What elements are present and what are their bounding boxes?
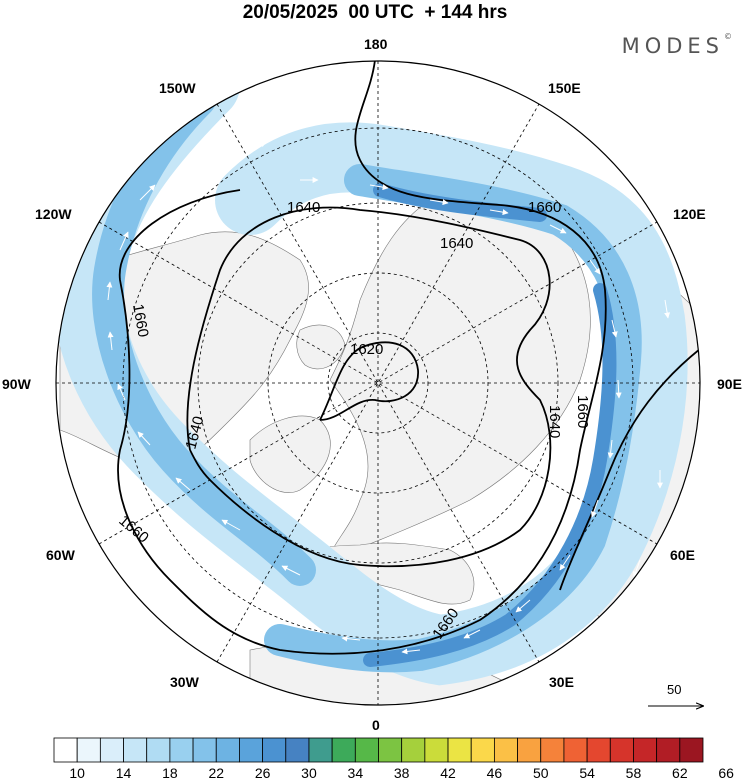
colorbar-swatch bbox=[123, 737, 148, 763]
contour-1660 bbox=[117, 61, 607, 655]
lon-label-150e: 150E bbox=[548, 80, 581, 96]
contour-label-1660-ne: 1660 bbox=[528, 199, 561, 216]
lon-label-right: 90E bbox=[717, 376, 742, 392]
colorbar-tick-label: 14 bbox=[116, 765, 132, 781]
colorbar-swatch bbox=[633, 737, 658, 763]
colorbar-tick-label: 54 bbox=[579, 765, 595, 781]
colorbar-swatch bbox=[239, 737, 264, 763]
lon-label-120w: 120W bbox=[35, 206, 72, 222]
lon-label-30e: 30E bbox=[549, 674, 574, 690]
colorbar-tick-label: 46 bbox=[487, 765, 503, 781]
map-boundary bbox=[55, 60, 701, 706]
colorbar-swatch bbox=[401, 737, 426, 763]
contour-1620 bbox=[319, 341, 419, 421]
colorbar-swatch bbox=[517, 737, 542, 763]
colorbar-swatch bbox=[192, 737, 217, 763]
copyright-mark: © bbox=[724, 32, 732, 41]
graticule bbox=[56, 61, 700, 705]
reference-vector-label: 50 bbox=[667, 682, 681, 697]
lon-label-left: 90W bbox=[2, 376, 31, 392]
colorbar-swatch bbox=[53, 737, 78, 763]
brand-text: MODES bbox=[621, 34, 724, 58]
colorbar-swatch bbox=[76, 737, 101, 763]
colorbar-swatch bbox=[540, 737, 565, 763]
contour-label-1640-east: 1640 bbox=[440, 235, 473, 252]
contour-label-1660-right: 1660 bbox=[574, 395, 591, 428]
wind-speed-shading bbox=[56, 61, 688, 686]
colorbar-swatch bbox=[146, 737, 171, 763]
colorbar-swatch bbox=[679, 737, 704, 763]
contour-label-1640-north: 1640 bbox=[287, 199, 320, 216]
lon-label-30w: 30W bbox=[170, 674, 199, 690]
jet-core bbox=[363, 183, 617, 667]
colorbar-swatch bbox=[447, 737, 472, 763]
colorbar-swatch bbox=[656, 737, 681, 763]
lon-label-120e: 120E bbox=[673, 206, 706, 222]
lon-label-top: 180 bbox=[364, 36, 388, 52]
contour-label-1640-right: 1640 bbox=[546, 405, 563, 438]
colorbar-swatch bbox=[215, 737, 240, 763]
colorbar-tick-label: 38 bbox=[394, 765, 410, 781]
colorbar-swatch bbox=[470, 737, 495, 763]
colorbar-tick-label: 34 bbox=[348, 765, 364, 781]
brand-logo: MODES© bbox=[621, 32, 732, 58]
contour-label-1620: 1620 bbox=[350, 341, 383, 358]
colorbar-tick-label: 66 bbox=[718, 765, 734, 781]
land-arctic-islands bbox=[296, 324, 346, 370]
lon-label-bottom: 0 bbox=[372, 717, 380, 733]
colorbar-swatch bbox=[169, 737, 194, 763]
colorbar-swatch bbox=[285, 737, 310, 763]
colorbar-swatch bbox=[378, 737, 403, 763]
contour-1640 bbox=[186, 206, 552, 568]
colorbar-tick-label: 62 bbox=[672, 765, 688, 781]
colorbar-swatch bbox=[99, 737, 124, 763]
colorbar-tick-label: 10 bbox=[69, 765, 85, 781]
lon-label-60w: 60W bbox=[46, 547, 75, 563]
colorbar-tick-label: 58 bbox=[626, 765, 642, 781]
contour-label-1660-left: 1660 bbox=[129, 303, 152, 339]
colorbar-tick-label: 26 bbox=[255, 765, 271, 781]
map-title: 20/05/2025 00 UTC + 144 hrs bbox=[242, 2, 508, 23]
colorbar-swatch bbox=[308, 737, 333, 763]
colorbar: 10141822263034384246505458626670 bbox=[53, 737, 734, 781]
colorbar-swatch bbox=[493, 737, 518, 763]
colorbar-tick-label: 50 bbox=[533, 765, 549, 781]
colorbar-swatch bbox=[331, 737, 356, 763]
land-greenland bbox=[249, 415, 331, 493]
contour-1660-east bbox=[559, 344, 700, 591]
colorbar-tick-label: 18 bbox=[162, 765, 178, 781]
lon-label-150w: 150W bbox=[159, 80, 196, 96]
colorbar-tick-label: 30 bbox=[301, 765, 317, 781]
colorbar-swatch bbox=[354, 737, 379, 763]
colorbar-tick-label: 42 bbox=[440, 765, 456, 781]
colorbar-swatch bbox=[424, 737, 449, 763]
colorbar-swatch bbox=[563, 737, 588, 763]
colorbar-swatch bbox=[609, 737, 634, 763]
height-contours bbox=[117, 61, 700, 655]
colorbar-tick-label: 22 bbox=[208, 765, 224, 781]
colorbar-swatch bbox=[262, 737, 287, 763]
lon-label-60e: 60E bbox=[670, 547, 695, 563]
colorbar-swatch bbox=[586, 737, 611, 763]
